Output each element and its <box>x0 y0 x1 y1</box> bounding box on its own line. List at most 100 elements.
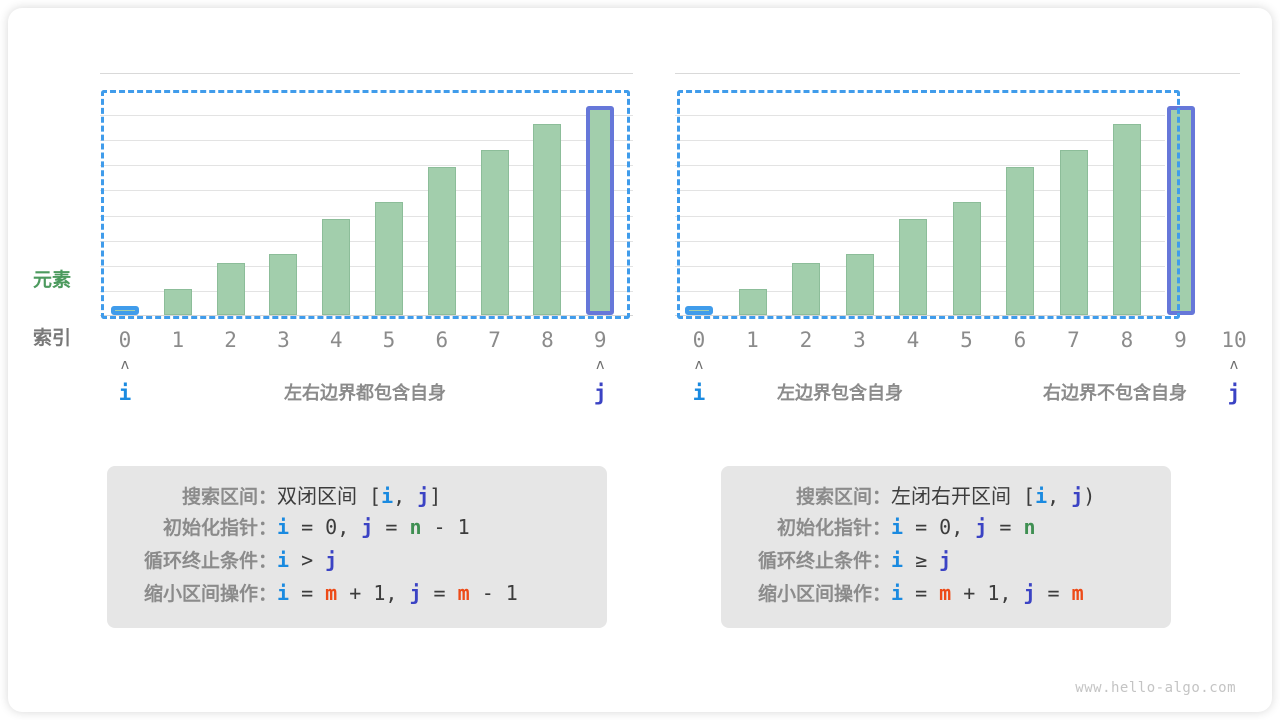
token-m: m <box>1071 581 1084 605</box>
token-p: ] <box>429 484 442 508</box>
bar <box>845 254 874 315</box>
token-p: 左闭右开区间 [ <box>891 484 1036 508</box>
token-i: i <box>891 548 904 572</box>
closed-interval-summary: 搜索区间： 双闭区间 [i, j] 初始化指针： i = 0, j = n - 1 循环… <box>107 466 607 628</box>
gridline <box>675 115 1165 116</box>
bar <box>738 289 767 315</box>
token-p: = <box>903 581 940 605</box>
token-m: m <box>457 581 470 605</box>
bar <box>163 289 192 315</box>
x-tick-label: 8 <box>1120 328 1134 352</box>
info-row: 循环终止条件： i > j <box>125 546 589 579</box>
info-row: 搜索区间： 左闭右开区间 [i, j) <box>739 480 1153 513</box>
gridline <box>100 115 633 116</box>
token-j: j <box>409 581 422 605</box>
gridline <box>100 165 633 166</box>
token-j: j <box>1023 581 1036 605</box>
pointer-caret-icon: ʌ <box>120 357 130 373</box>
token-m: m <box>325 581 338 605</box>
pointer-caret-icon: ʌ <box>1229 357 1239 373</box>
bar <box>952 202 981 315</box>
x-tick-label: 0 <box>692 328 706 352</box>
info-row: 初始化指针： i = 0, j = n <box>739 513 1153 546</box>
token-i: i <box>1035 484 1048 508</box>
pointer-caret-icon: ʌ <box>694 357 704 373</box>
x-tick-label: 3 <box>277 328 290 352</box>
token-j: j <box>975 515 988 539</box>
token-j: j <box>361 515 374 539</box>
token-p: = <box>421 581 458 605</box>
x-tick-label: 4 <box>329 328 343 352</box>
gridline <box>675 140 1165 141</box>
bar <box>375 202 403 315</box>
x-tick-label: 8 <box>541 328 554 352</box>
gridline <box>100 190 633 191</box>
token-p: + 1, <box>951 581 1024 605</box>
info-row-label: 初始化指针： <box>776 518 891 539</box>
gridline <box>100 140 633 141</box>
token-j: j <box>325 548 338 572</box>
x-tick-label: 0 <box>118 328 132 352</box>
info-row-label: 搜索区间： <box>181 487 277 508</box>
info-row-label: 缩小区间操作： <box>143 584 277 605</box>
bar <box>899 219 927 315</box>
token-i: i <box>277 515 290 539</box>
token-j: j <box>1071 484 1084 508</box>
token-p: 双闭区间 [ <box>277 484 382 508</box>
token-p: , <box>393 484 418 508</box>
gridline <box>100 241 633 242</box>
token-p: = <box>987 515 1024 539</box>
token-p: = <box>289 581 326 605</box>
info-row-expression: i = 0, j = n - 1 <box>277 515 470 539</box>
token-p: ≥ <box>903 548 940 572</box>
token-i: i <box>381 484 394 508</box>
axis-title-index: 索引 <box>33 328 72 349</box>
info-row-label: 循环终止条件： <box>143 551 277 572</box>
bar <box>1059 150 1088 315</box>
baseline <box>675 315 1165 316</box>
left-closed-right-open-summary: 搜索区间： 左闭右开区间 [i, j) 初始化指针： i = 0, j = n 循环终止… <box>721 466 1171 628</box>
plot-area-closed <box>100 90 633 316</box>
info-row-expression: i > j <box>277 548 337 572</box>
x-tick-label: 7 <box>488 328 501 352</box>
x-tick-label: 9 <box>593 328 607 352</box>
token-p: = 0, <box>289 515 362 539</box>
x-tick-label: 2 <box>799 328 813 352</box>
plot-area-half-open <box>675 90 1195 316</box>
token-j: j <box>939 548 952 572</box>
x-tick-label: 9 <box>1174 328 1187 352</box>
info-row: 初始化指针： i = 0, j = n - 1 <box>125 513 589 546</box>
token-i: i <box>277 581 290 605</box>
info-row-expression: i = 0, j = n <box>891 515 1036 539</box>
info-row-expression: i ≥ j <box>891 548 951 572</box>
token-p: + 1, <box>337 581 410 605</box>
pointer-caret-icon: ʌ <box>595 357 605 373</box>
gridline <box>675 165 1165 166</box>
info-row: 搜索区间： 双闭区间 [i, j] <box>125 480 589 513</box>
x-tick-label: 7 <box>1067 328 1080 352</box>
token-p: = 0, <box>903 515 976 539</box>
boundary-note: 左边界包含自身 <box>777 383 903 403</box>
token-p: - 1 <box>421 515 470 539</box>
boundary-note: 右边界不包含自身 <box>1043 383 1187 403</box>
x-tick-label: 2 <box>224 328 237 352</box>
top-rule <box>675 73 1240 74</box>
bar <box>322 219 351 315</box>
token-p: = <box>1035 581 1072 605</box>
token-p: , <box>1047 484 1072 508</box>
info-row-label: 初始化指针： <box>162 518 277 539</box>
token-n: n <box>409 515 422 539</box>
x-tick-label: 6 <box>435 328 449 352</box>
token-m: m <box>939 581 952 605</box>
x-tick-label: 1 <box>746 328 759 352</box>
info-row-label: 循环终止条件： <box>757 551 891 572</box>
x-tick-label: 5 <box>960 328 973 352</box>
pointer-label-i: i <box>692 381 706 405</box>
bar <box>792 263 820 315</box>
bar <box>480 150 509 315</box>
baseline <box>100 315 633 316</box>
axis-title-element: 元素 <box>33 270 72 291</box>
token-i: i <box>891 581 904 605</box>
x-tick-label: 5 <box>382 328 396 352</box>
